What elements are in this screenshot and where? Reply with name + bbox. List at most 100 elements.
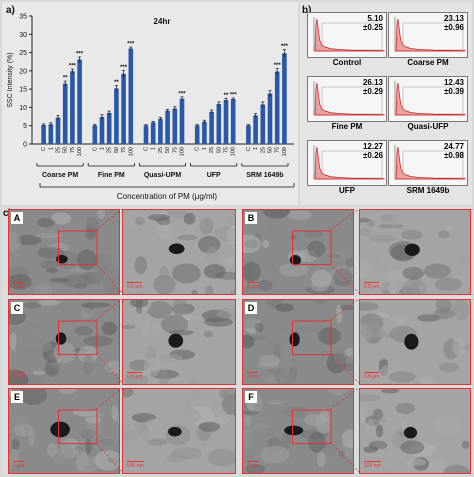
- zoom-region-box: [292, 230, 332, 266]
- panel-b-histograms: b) 5.10 ±0.25 Control 23.13 ±0.96 Coarse PM…: [300, 2, 472, 205]
- y-tick-label: 15: [19, 87, 27, 94]
- x-tick-label: 25: [56, 147, 62, 153]
- bar: [260, 104, 266, 144]
- y-tick-label: 10: [19, 105, 27, 112]
- zoom-connector: [329, 298, 360, 384]
- micrograph-texture: [123, 210, 235, 294]
- panel-c-tem-images: c) A 2 μm 0.5 μm B 2 μm 0.5 μm C 2 μm 0.5 μm D 2 μ…: [2, 207, 472, 475]
- x-tick-label: C: [144, 147, 150, 151]
- y-tick-label: 30: [19, 32, 27, 39]
- significance-label: ***: [76, 51, 84, 57]
- x-tick-label: 75: [121, 147, 127, 153]
- bar: [128, 48, 134, 145]
- histogram-value: 12.43 ±0.39: [443, 78, 464, 96]
- bar: [41, 124, 46, 144]
- tem-overview-image: C 2 μm: [8, 299, 120, 385]
- zoom-connector: [95, 298, 123, 384]
- bar: [70, 71, 75, 144]
- x-tick-label: 25: [260, 147, 266, 153]
- bar: [282, 53, 287, 144]
- scale-bar: 2 μm: [247, 282, 259, 290]
- tem-overview-image: A 2 μm: [8, 209, 120, 295]
- tem-panel-letter: A: [11, 212, 23, 224]
- scale-bar: 2 μm: [247, 461, 259, 469]
- x-axis-label: Concentration of PM (μg/ml): [117, 192, 218, 201]
- x-tick-label: 50: [63, 147, 69, 153]
- tem-panel-letter: E: [11, 391, 23, 403]
- x-tick-label: 25: [209, 147, 215, 153]
- histogram-label: Coarse PM: [407, 58, 449, 67]
- micrograph-texture: [243, 210, 353, 294]
- y-tick-label: 5: [23, 123, 27, 130]
- bar: [202, 121, 207, 144]
- y-tick-label: 25: [19, 50, 27, 57]
- tem-panel-letter: D: [245, 302, 257, 314]
- tem-panel-letter: B: [245, 212, 257, 224]
- scale-bar: 2 μm: [13, 282, 25, 290]
- bar: [48, 124, 54, 144]
- significance-label: **: [63, 76, 68, 82]
- x-tick-label: 75: [70, 147, 76, 153]
- x-tick-label: 75: [275, 147, 281, 153]
- histogram-value: 23.13 ±0.96: [443, 14, 464, 32]
- bar: [172, 108, 178, 144]
- histogram-curve: [313, 17, 385, 52]
- x-tick-label: 50: [114, 147, 120, 153]
- bar: [55, 117, 61, 144]
- scale-bar: 0.5 μm: [127, 282, 143, 290]
- scale-bar: 2 μm: [247, 372, 259, 380]
- histogram-curve: [394, 81, 466, 116]
- significance-label: ***: [281, 44, 289, 50]
- histogram-plot: 24.77 ±0.98: [388, 140, 468, 186]
- bar: [99, 116, 105, 144]
- histogram-curve: [313, 145, 385, 180]
- tem-zoom-image: 0.5 μm: [122, 209, 236, 295]
- zoom-connector: [95, 208, 123, 294]
- histogram-label: Quasi-UFP: [407, 122, 449, 131]
- micrograph-texture: [9, 300, 119, 384]
- tem-zoom-image: 500 nm: [359, 388, 471, 474]
- bar: [106, 112, 112, 144]
- histogram-plot: 5.10 ±0.25: [307, 12, 387, 58]
- zoom-connector: [95, 387, 123, 473]
- bar: [267, 93, 273, 144]
- bar: [179, 98, 185, 144]
- x-tick-label: 100: [77, 147, 83, 156]
- significance-label: **: [224, 93, 229, 99]
- group-label: SRM 1649b: [246, 172, 283, 179]
- panel-a-bar-chart: a) 0 5 10 15 20 25 30 35 SSC Intensity (%) 24hr C 1…: [2, 2, 298, 205]
- y-axis-label: SSC Intensity (%): [7, 52, 14, 107]
- x-tick-label: 25: [158, 147, 164, 153]
- x-tick-label: 50: [268, 147, 274, 153]
- histogram-value: 24.77 ±0.98: [443, 142, 464, 160]
- x-tick-label: 100: [180, 147, 186, 156]
- y-tick-label: 35: [19, 14, 27, 21]
- significance-label: ***: [178, 91, 186, 97]
- bar: [114, 88, 119, 144]
- group-label: Coarse PM: [42, 172, 78, 179]
- zoom-connector: [329, 208, 360, 294]
- x-tick-label: 50: [216, 147, 222, 153]
- histogram-value: 12.27 ±0.26: [362, 142, 383, 160]
- bar: [143, 125, 149, 144]
- x-tick-label: 100: [128, 147, 134, 156]
- x-tick-label: C: [92, 147, 98, 151]
- significance-label: ***: [69, 64, 77, 70]
- histogram-label: Fine PM: [331, 122, 363, 131]
- y-tick-label: 20: [19, 68, 27, 75]
- zoom-region-box: [58, 230, 98, 266]
- histogram-label: Control: [332, 58, 362, 67]
- histogram-curve: [313, 81, 385, 116]
- histogram-curve: [394, 17, 466, 52]
- bar: [121, 73, 126, 144]
- bar: [216, 104, 222, 144]
- tem-overview-image: F 2 μm: [242, 388, 354, 474]
- tem-zoom-image: 0.5 μm: [359, 299, 471, 385]
- significance-label: ***: [230, 92, 238, 98]
- bar: [150, 122, 156, 144]
- panel-b-label: b): [302, 5, 312, 16]
- scale-bar: 2 μm: [13, 372, 25, 380]
- zoom-connector: [329, 387, 360, 473]
- scale-bar: 0.5 μm: [127, 372, 143, 380]
- bar: [246, 125, 251, 144]
